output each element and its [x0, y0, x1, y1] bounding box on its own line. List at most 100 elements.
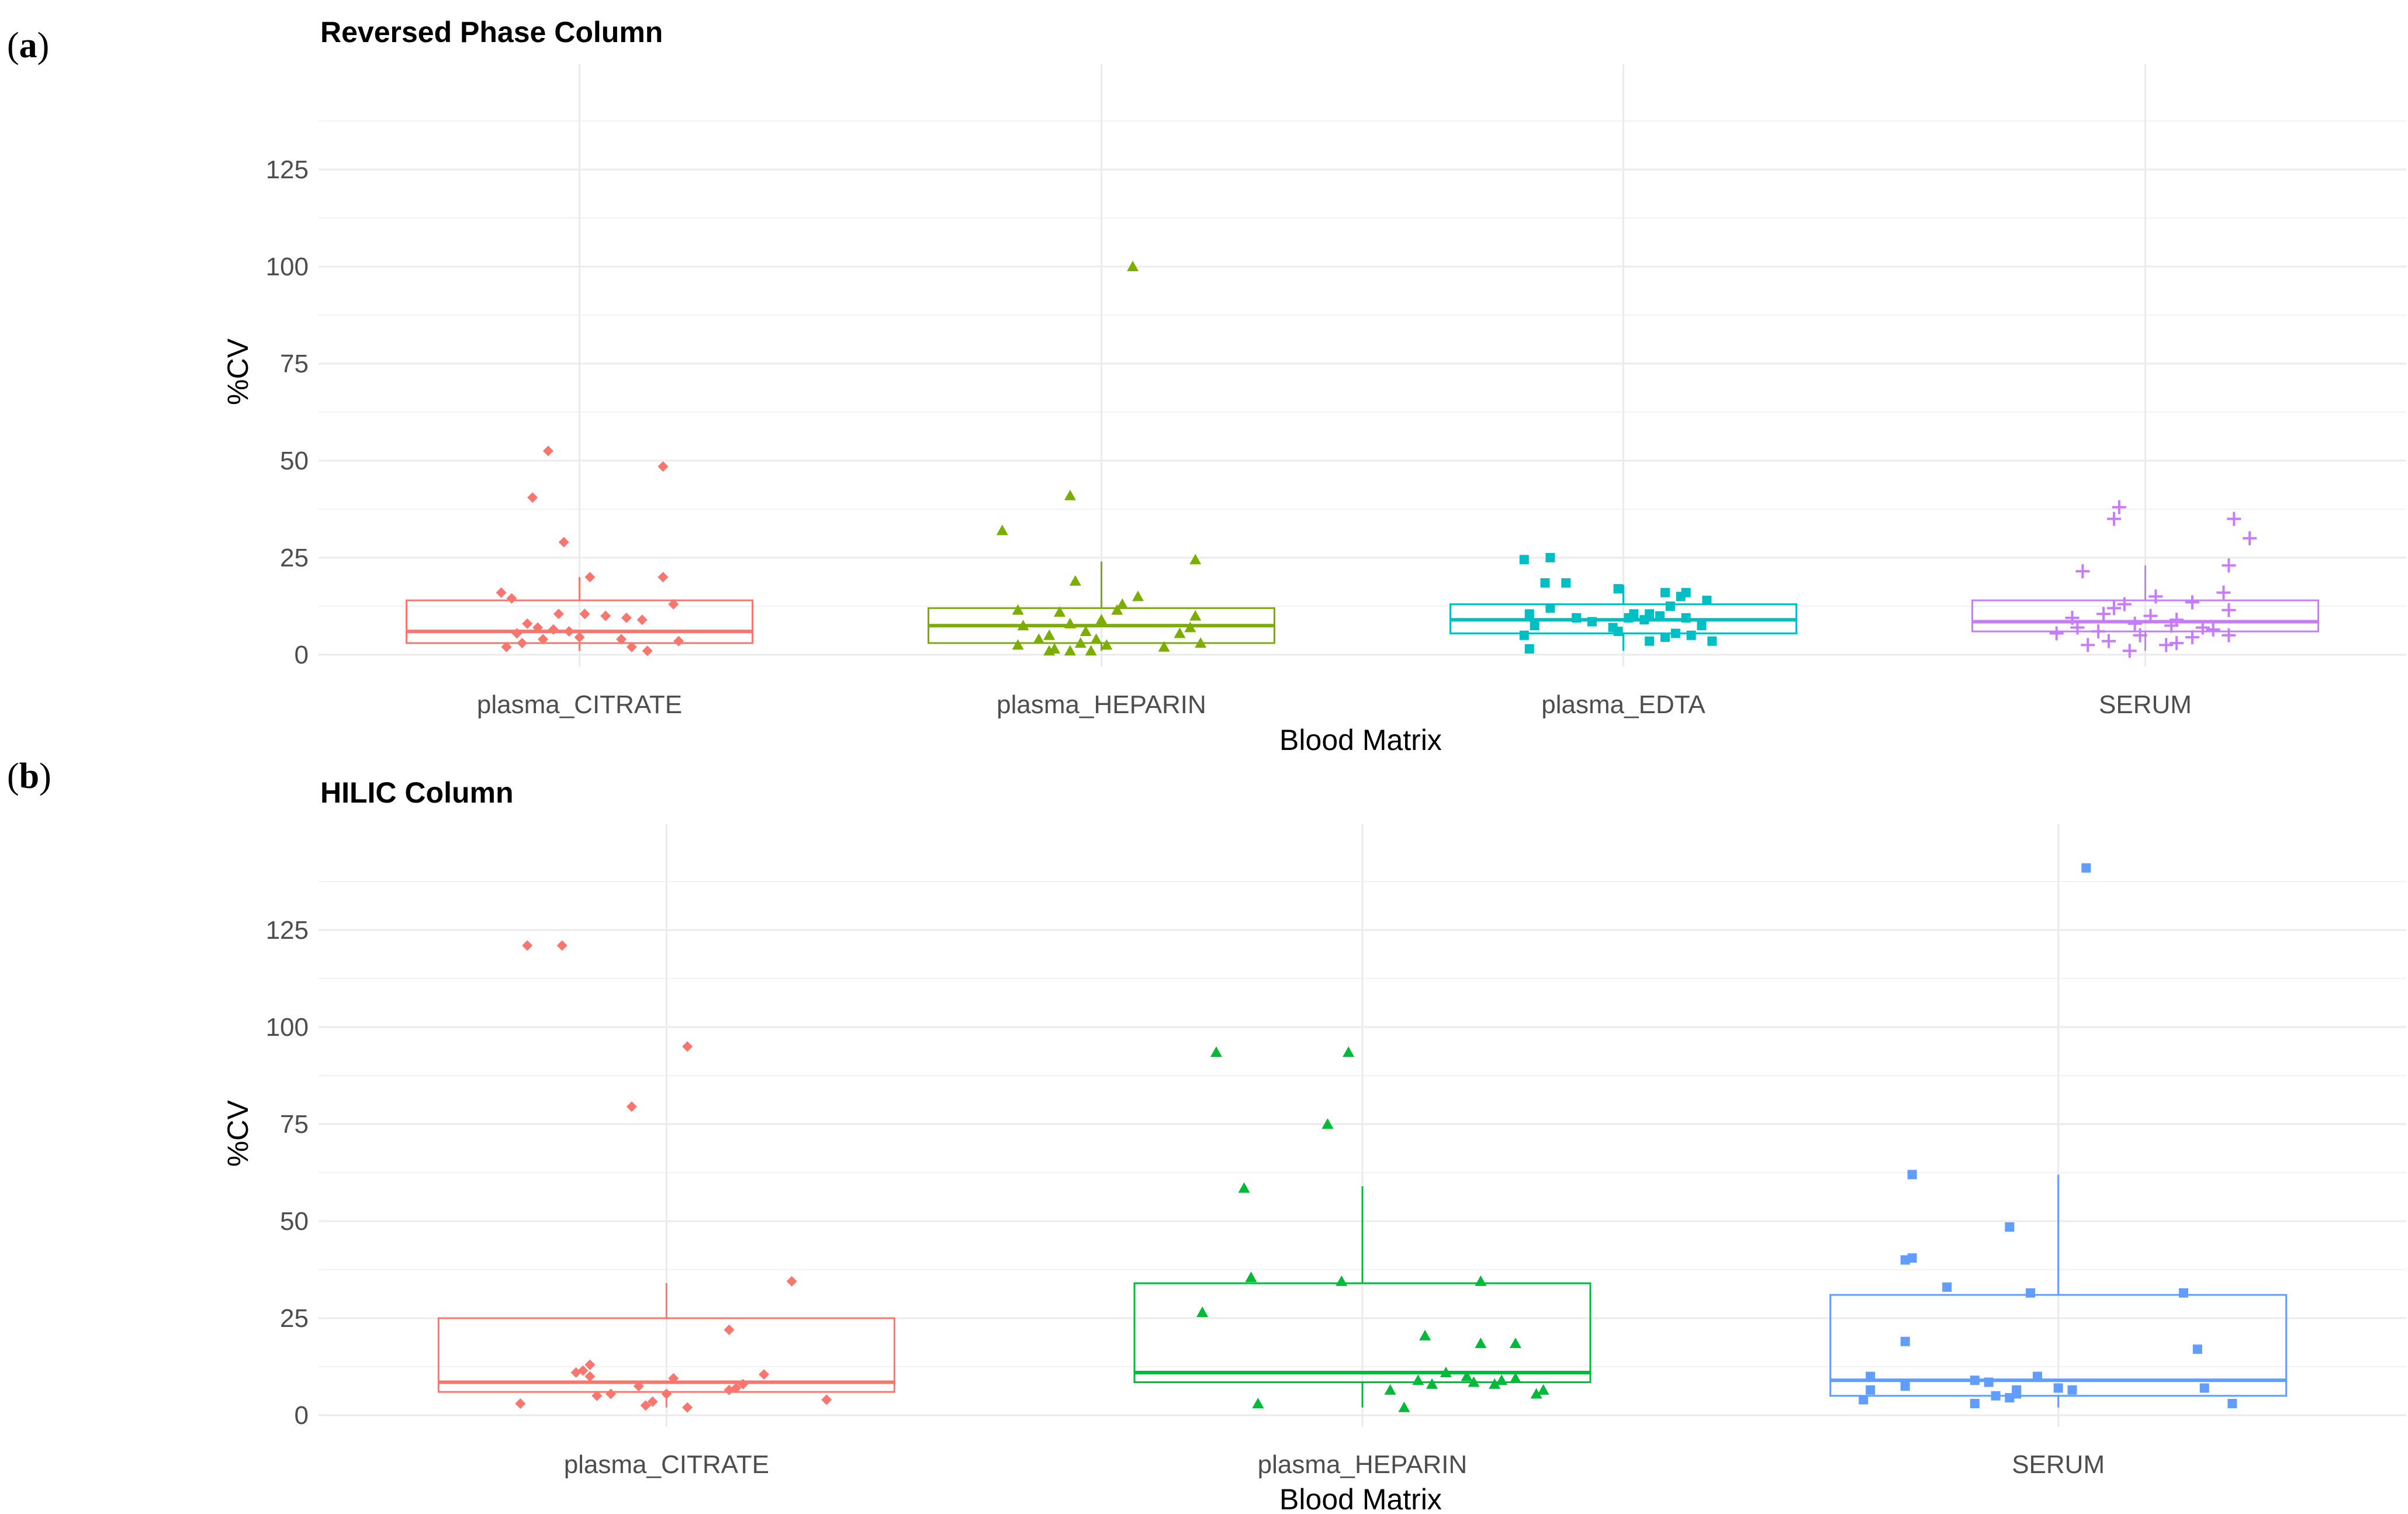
data-point — [1572, 613, 1582, 623]
box-plasma_EDTA — [1449, 585, 1797, 651]
data-point — [2216, 585, 2231, 600]
data-point — [584, 1359, 596, 1370]
x-tick-label: plasma_HEPARIN — [1258, 1450, 1468, 1479]
data-point — [584, 1371, 596, 1382]
box-SERUM — [1829, 1174, 2288, 1408]
data-point — [2243, 531, 2257, 545]
data-point — [600, 610, 611, 621]
x-axis-title: Blood Matrix — [1279, 1483, 1442, 1514]
data-point — [1033, 633, 1045, 644]
data-point — [1184, 621, 1196, 632]
data-point — [1866, 1385, 1876, 1395]
data-point — [1991, 1391, 2001, 1401]
data-point — [1475, 1275, 1487, 1286]
data-point — [1210, 1046, 1222, 1057]
data-point — [1645, 636, 1655, 646]
data-point — [527, 492, 538, 503]
data-point — [2164, 618, 2179, 633]
data-point — [1468, 1376, 1480, 1387]
point-layer — [515, 863, 2237, 1413]
data-point — [2178, 1288, 2188, 1298]
data-point — [1080, 625, 1092, 637]
data-point — [2067, 1385, 2077, 1395]
data-point — [1545, 603, 1555, 613]
data-point — [642, 645, 653, 656]
data-point — [1613, 627, 1623, 637]
data-point — [2222, 628, 2236, 642]
data-point — [2106, 511, 2121, 526]
data-point — [2049, 626, 2064, 641]
data-point — [522, 940, 533, 951]
data-point — [1252, 1398, 1264, 1409]
data-point — [1900, 1336, 1910, 1346]
data-point — [2133, 628, 2147, 642]
data-point — [591, 1390, 603, 1401]
data-point — [2185, 595, 2199, 610]
data-point — [2005, 1393, 2015, 1403]
data-point — [673, 635, 684, 647]
data-point — [821, 1394, 832, 1405]
data-point — [2185, 630, 2199, 645]
y-tick-label: 50 — [280, 447, 309, 475]
box-iqr — [1133, 1282, 1592, 1384]
data-point — [574, 632, 585, 643]
data-point — [1196, 1306, 1209, 1318]
data-point — [1174, 627, 1186, 638]
plot-grid — [319, 64, 2406, 666]
y-tick-label: 0 — [295, 641, 309, 669]
data-point — [1639, 615, 1649, 625]
x-axis: plasma_CITRATE plasma_HEPARIN plasma_EDTA S… — [477, 690, 2192, 719]
data-point — [2159, 638, 2174, 652]
data-point — [1670, 628, 1680, 638]
data-point — [1064, 645, 1076, 656]
x-axis: plasma_CITRATE plasma_HEPARIN SERUM — [564, 1450, 2105, 1479]
data-point — [668, 1373, 679, 1384]
box-layer — [437, 1174, 2288, 1408]
data-point — [1907, 1170, 1917, 1180]
data-point — [615, 634, 627, 645]
data-point — [579, 609, 590, 620]
data-point — [532, 622, 544, 633]
data-point — [1509, 1372, 1521, 1383]
data-point — [1085, 645, 1097, 656]
data-point — [584, 572, 596, 583]
data-point — [2148, 589, 2163, 604]
data-point — [738, 1378, 749, 1389]
data-point — [1440, 1366, 1452, 1377]
data-point — [1681, 613, 1691, 623]
data-point — [1043, 645, 1056, 656]
data-point — [2081, 863, 2091, 873]
data-point — [1489, 1378, 1501, 1389]
y-tick-label: 100 — [266, 1013, 309, 1042]
panel-label-b: (b) — [7, 756, 51, 796]
x-tick-label: plasma_CITRATE — [564, 1450, 769, 1479]
data-point — [2222, 558, 2236, 573]
data-point — [1419, 1329, 1431, 1340]
data-point — [633, 1381, 644, 1392]
data-point — [1524, 644, 1534, 654]
data-point — [515, 1398, 526, 1409]
data-point — [2065, 610, 2080, 625]
data-point — [2199, 1383, 2209, 1393]
data-point — [2143, 609, 2158, 623]
data-point — [1540, 578, 1550, 588]
x-axis-title: Blood Matrix — [1279, 724, 1442, 756]
data-point — [1412, 1374, 1424, 1385]
chart-hilic: HILIC Column 0 25 50 75 100 125 plasma_CITRAT… — [222, 776, 2406, 1514]
data-point — [1398, 1401, 1410, 1412]
data-point — [759, 1369, 770, 1380]
data-point — [1111, 604, 1123, 615]
data-point — [2096, 607, 2111, 621]
data-point — [1530, 1388, 1542, 1399]
data-point — [1655, 611, 1665, 621]
data-point — [606, 1388, 617, 1399]
data-point — [724, 1324, 735, 1335]
data-point — [1519, 555, 1529, 565]
chart-reversed-phase: Reversed Phase Column 0 25 50 75 100 125 plas… — [222, 16, 2406, 756]
box-iqr — [406, 599, 753, 644]
data-point — [1970, 1375, 1980, 1385]
data-point — [2070, 620, 2085, 635]
data-point — [1519, 630, 1529, 640]
data-point — [1859, 1395, 1869, 1405]
plot-grid — [319, 824, 2406, 1427]
